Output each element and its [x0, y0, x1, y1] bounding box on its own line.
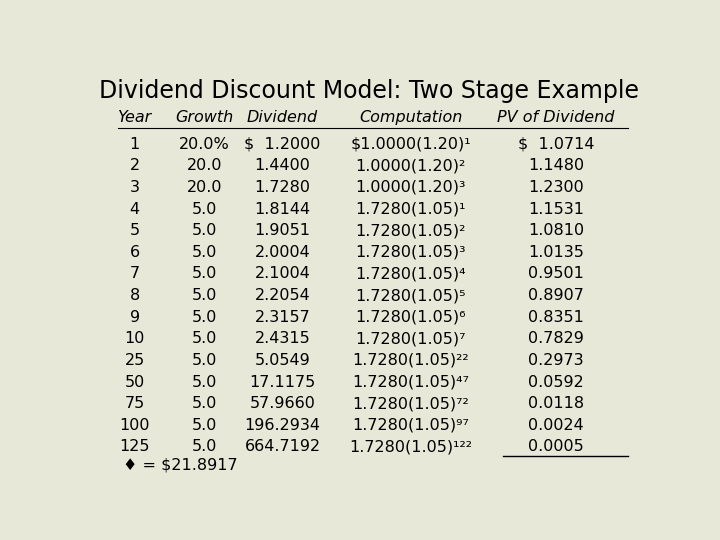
Text: 4: 4	[130, 201, 140, 217]
Text: 1.1531: 1.1531	[528, 201, 584, 217]
Text: 0.2973: 0.2973	[528, 353, 584, 368]
Text: 2.2054: 2.2054	[255, 288, 310, 303]
Text: 1.7280(1.05)¹: 1.7280(1.05)¹	[356, 201, 466, 217]
Text: 5.0: 5.0	[192, 418, 217, 433]
Text: 1.7280(1.05)⁴⁷: 1.7280(1.05)⁴⁷	[352, 375, 469, 389]
Text: 1.7280(1.05)⁷: 1.7280(1.05)⁷	[356, 332, 466, 346]
Text: 2.3157: 2.3157	[255, 309, 310, 325]
Text: 5.0: 5.0	[192, 396, 217, 411]
Text: Year: Year	[117, 110, 152, 125]
Text: 1.7280(1.05)⁶: 1.7280(1.05)⁶	[356, 309, 466, 325]
Text: 1.0000(1.20)³: 1.0000(1.20)³	[356, 180, 466, 195]
Text: 1.1480: 1.1480	[528, 158, 584, 173]
Text: 2: 2	[130, 158, 140, 173]
Text: 1.9051: 1.9051	[254, 223, 310, 238]
Text: 6: 6	[130, 245, 140, 260]
Text: 1.7280(1.05)¹²²: 1.7280(1.05)¹²²	[349, 440, 472, 454]
Text: 20.0: 20.0	[186, 180, 222, 195]
Text: 1.2300: 1.2300	[528, 180, 584, 195]
Text: Dividend Discount Model: Two Stage Example: Dividend Discount Model: Two Stage Examp…	[99, 79, 639, 103]
Text: 0.0118: 0.0118	[528, 396, 584, 411]
FancyBboxPatch shape	[112, 117, 634, 468]
Text: 1.0000(1.20)²: 1.0000(1.20)²	[356, 158, 466, 173]
Text: 0.0005: 0.0005	[528, 440, 584, 454]
Text: 0.8907: 0.8907	[528, 288, 584, 303]
Text: 1.8144: 1.8144	[254, 201, 310, 217]
Text: 9: 9	[130, 309, 140, 325]
Text: 5.0: 5.0	[192, 375, 217, 389]
Text: 100: 100	[120, 418, 150, 433]
Text: 5: 5	[130, 223, 140, 238]
Text: 5.0: 5.0	[192, 440, 217, 454]
Text: 1.4400: 1.4400	[255, 158, 310, 173]
Text: 1.7280(1.05)⁹⁷: 1.7280(1.05)⁹⁷	[352, 418, 469, 433]
Text: ♦ = $21.8917: ♦ = $21.8917	[124, 457, 238, 472]
Text: Computation: Computation	[359, 110, 462, 125]
Text: PV of Dividend: PV of Dividend	[498, 110, 615, 125]
Text: 0.9501: 0.9501	[528, 266, 584, 281]
Text: 1.0135: 1.0135	[528, 245, 584, 260]
Text: 1.7280(1.05)⁵: 1.7280(1.05)⁵	[356, 288, 466, 303]
Text: 1.7280(1.05)⁴: 1.7280(1.05)⁴	[356, 266, 466, 281]
Text: 1.7280(1.05)²: 1.7280(1.05)²	[356, 223, 466, 238]
Text: 664.7192: 664.7192	[245, 440, 320, 454]
Text: 2.1004: 2.1004	[255, 266, 310, 281]
Text: 1.0810: 1.0810	[528, 223, 584, 238]
Text: 5.0: 5.0	[192, 201, 217, 217]
Text: 1: 1	[130, 137, 140, 152]
Text: 2.0004: 2.0004	[255, 245, 310, 260]
Text: 57.9660: 57.9660	[250, 396, 315, 411]
Text: 5.0: 5.0	[192, 245, 217, 260]
Text: 8: 8	[130, 288, 140, 303]
Text: 5.0: 5.0	[192, 266, 217, 281]
Text: 196.2934: 196.2934	[245, 418, 320, 433]
Text: 5.0549: 5.0549	[255, 353, 310, 368]
Text: 5.0: 5.0	[192, 223, 217, 238]
Text: Growth: Growth	[175, 110, 233, 125]
Text: 50: 50	[125, 375, 145, 389]
Text: $1.0000(1.20)¹: $1.0000(1.20)¹	[351, 137, 471, 152]
Text: 5.0: 5.0	[192, 332, 217, 346]
Text: 5.0: 5.0	[192, 353, 217, 368]
Text: 17.1175: 17.1175	[249, 375, 315, 389]
Text: $  1.2000: $ 1.2000	[244, 137, 320, 152]
Text: 25: 25	[125, 353, 145, 368]
Text: 75: 75	[125, 396, 145, 411]
Text: 0.0024: 0.0024	[528, 418, 584, 433]
Text: 20.0: 20.0	[186, 158, 222, 173]
Text: 1.7280: 1.7280	[254, 180, 310, 195]
Text: 20.0%: 20.0%	[179, 137, 230, 152]
Text: Dividend: Dividend	[247, 110, 318, 125]
Text: 0.8351: 0.8351	[528, 309, 584, 325]
Text: 0.0592: 0.0592	[528, 375, 584, 389]
Text: 5.0: 5.0	[192, 288, 217, 303]
Text: 2.4315: 2.4315	[255, 332, 310, 346]
Text: 1.7280(1.05)²²: 1.7280(1.05)²²	[353, 353, 469, 368]
Text: 10: 10	[125, 332, 145, 346]
Text: 0.7829: 0.7829	[528, 332, 584, 346]
Text: 1.7280(1.05)³: 1.7280(1.05)³	[356, 245, 466, 260]
Text: 5.0: 5.0	[192, 309, 217, 325]
Text: $  1.0714: $ 1.0714	[518, 137, 594, 152]
Text: 3: 3	[130, 180, 140, 195]
Text: 125: 125	[120, 440, 150, 454]
Text: 1.7280(1.05)⁷²: 1.7280(1.05)⁷²	[353, 396, 469, 411]
Text: 7: 7	[130, 266, 140, 281]
